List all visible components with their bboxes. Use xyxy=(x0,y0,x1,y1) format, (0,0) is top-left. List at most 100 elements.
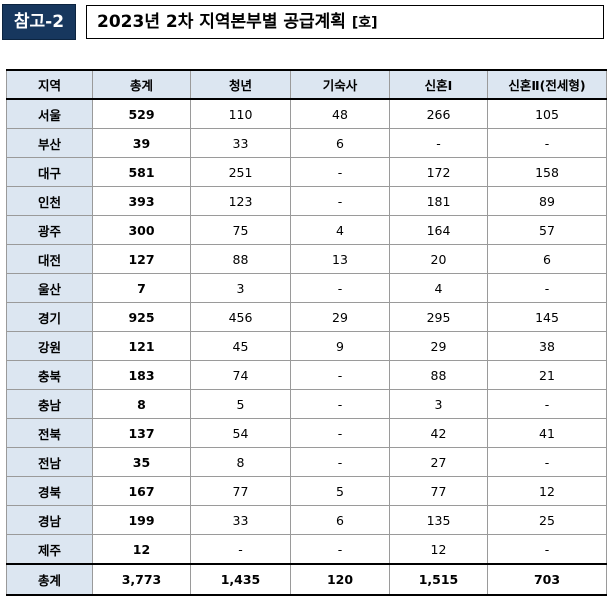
dormitory-cell: - xyxy=(290,186,390,216)
table-row: 서울 529 110 48 266 105 xyxy=(6,98,607,129)
header-row: 지역 총계 청년 기숙사 신혼Ⅰ 신혼Ⅱ(전세형) xyxy=(6,69,607,100)
newlywed-2-cell: - xyxy=(487,447,607,477)
total-cell: 581 xyxy=(92,157,191,187)
region-cell: 서울 xyxy=(6,98,93,129)
dormitory-cell: 4 xyxy=(290,215,390,245)
supply-plan-table: 지역 총계 청년 기숙사 신혼Ⅰ 신혼Ⅱ(전세형) 서울 529 110 48 266 1… xyxy=(6,69,607,596)
youth-cell: 77 xyxy=(190,476,291,506)
newlywed-1-cell: 88 xyxy=(389,360,488,390)
table-header: 지역 총계 청년 기숙사 신혼Ⅰ 신혼Ⅱ(전세형) xyxy=(6,69,607,100)
newlywed-1-cell: 12 xyxy=(389,534,488,565)
table-row: 전남 35 8-27- xyxy=(6,447,607,477)
table-row: 대구 581 251-172 158 xyxy=(6,157,607,187)
youth-cell: 110 xyxy=(190,98,291,129)
dormitory-cell: - xyxy=(290,157,390,187)
newlywed-2-cell: 12 xyxy=(487,476,607,506)
youth-cell: - xyxy=(190,534,291,565)
region-cell: 대구 xyxy=(6,157,93,187)
region-cell: 울산 xyxy=(6,273,93,303)
col-header-newlywed-1: 신혼Ⅰ xyxy=(389,69,488,100)
youth-cell: 74 xyxy=(190,360,291,390)
region-cell: 충북 xyxy=(6,360,93,390)
dormitory-cell: 29 xyxy=(290,302,390,332)
youth-cell: 33 xyxy=(190,505,291,535)
newlywed-2-cell: - xyxy=(487,128,607,158)
youth-cell: 456 xyxy=(190,302,291,332)
table-row: 경북 167 77 5 77 12 xyxy=(6,476,607,506)
total-newlywed-1: 1,515 xyxy=(389,563,488,596)
total-cell: 167 xyxy=(92,476,191,506)
newlywed-1-cell: 181 xyxy=(389,186,488,216)
newlywed-2-cell: 6 xyxy=(487,244,607,274)
dormitory-cell: - xyxy=(290,273,390,303)
youth-cell: 123 xyxy=(190,186,291,216)
newlywed-1-cell: 172 xyxy=(389,157,488,187)
region-cell: 강원 xyxy=(6,331,93,361)
youth-cell: 54 xyxy=(190,418,291,448)
dormitory-cell: 6 xyxy=(290,505,390,535)
newlywed-1-cell: 20 xyxy=(389,244,488,274)
total-cell: 199 xyxy=(92,505,191,535)
col-header-youth: 청년 xyxy=(190,69,291,100)
dormitory-cell: - xyxy=(290,418,390,448)
region-cell: 대전 xyxy=(6,244,93,274)
total-cell: 127 xyxy=(92,244,191,274)
youth-cell: 251 xyxy=(190,157,291,187)
reference-tag: 참고-2 xyxy=(2,4,76,40)
newlywed-2-cell: 38 xyxy=(487,331,607,361)
total-cell: 529 xyxy=(92,98,191,129)
total-dormitory: 120 xyxy=(290,563,390,596)
newlywed-2-cell: - xyxy=(487,389,607,419)
dormitory-cell: 5 xyxy=(290,476,390,506)
region-cell: 경남 xyxy=(6,505,93,535)
newlywed-1-cell: 27 xyxy=(389,447,488,477)
youth-cell: 33 xyxy=(190,128,291,158)
newlywed-1-cell: 266 xyxy=(389,98,488,129)
dormitory-cell: 13 xyxy=(290,244,390,274)
table-row: 인천 393 123-181 89 xyxy=(6,186,607,216)
total-cell: 300 xyxy=(92,215,191,245)
table-row: 전북 137 54-42 41 xyxy=(6,418,607,448)
total-cell: 121 xyxy=(92,331,191,361)
youth-cell: 5 xyxy=(190,389,291,419)
newlywed-2-cell: 21 xyxy=(487,360,607,390)
table-row: 울산 7 3-4- xyxy=(6,273,607,303)
newlywed-1-cell: 295 xyxy=(389,302,488,332)
table-row: 제주 12- -12- xyxy=(6,534,607,565)
table-row: 강원 121 45 9 29 38 xyxy=(6,331,607,361)
total-cell: 39 xyxy=(92,128,191,158)
region-cell: 경기 xyxy=(6,302,93,332)
total-label: 총계 xyxy=(6,563,93,596)
dormitory-cell: - xyxy=(290,360,390,390)
table-row: 경기 925 456 29 295 145 xyxy=(6,302,607,332)
table-row: 광주 300 75 4 164 57 xyxy=(6,215,607,245)
newlywed-1-cell: 29 xyxy=(389,331,488,361)
col-header-dormitory: 기숙사 xyxy=(290,69,390,100)
header: 참고-2 2023년 2차 지역본부별 공급계획 [호] xyxy=(2,4,606,40)
region-cell: 전남 xyxy=(6,447,93,477)
newlywed-2-cell: 145 xyxy=(487,302,607,332)
table-footer: 총계 3,773 1,435 120 1,515 703 xyxy=(6,563,607,596)
newlywed-2-cell: 158 xyxy=(487,157,607,187)
region-cell: 인천 xyxy=(6,186,93,216)
total-cell: 8 xyxy=(92,389,191,419)
col-header-region: 지역 xyxy=(6,69,93,100)
table-row: 충북 183 74-88 21 xyxy=(6,360,607,390)
dormitory-cell: 6 xyxy=(290,128,390,158)
table-row: 부산 39 33 6- - xyxy=(6,128,607,158)
youth-cell: 88 xyxy=(190,244,291,274)
region-cell: 충남 xyxy=(6,389,93,419)
total-cell: 137 xyxy=(92,418,191,448)
table-row: 경남 199 33 6 135 25 xyxy=(6,505,607,535)
youth-cell: 75 xyxy=(190,215,291,245)
total-newlywed-2: 703 xyxy=(487,563,607,596)
newlywed-2-cell: - xyxy=(487,534,607,565)
youth-cell: 3 xyxy=(190,273,291,303)
newlywed-1-cell: 42 xyxy=(389,418,488,448)
dormitory-cell: 9 xyxy=(290,331,390,361)
newlywed-1-cell: - xyxy=(389,128,488,158)
total-cell: 393 xyxy=(92,186,191,216)
table-row: 충남 8 5-3- xyxy=(6,389,607,419)
youth-cell: 8 xyxy=(190,447,291,477)
dormitory-cell: 48 xyxy=(290,98,390,129)
